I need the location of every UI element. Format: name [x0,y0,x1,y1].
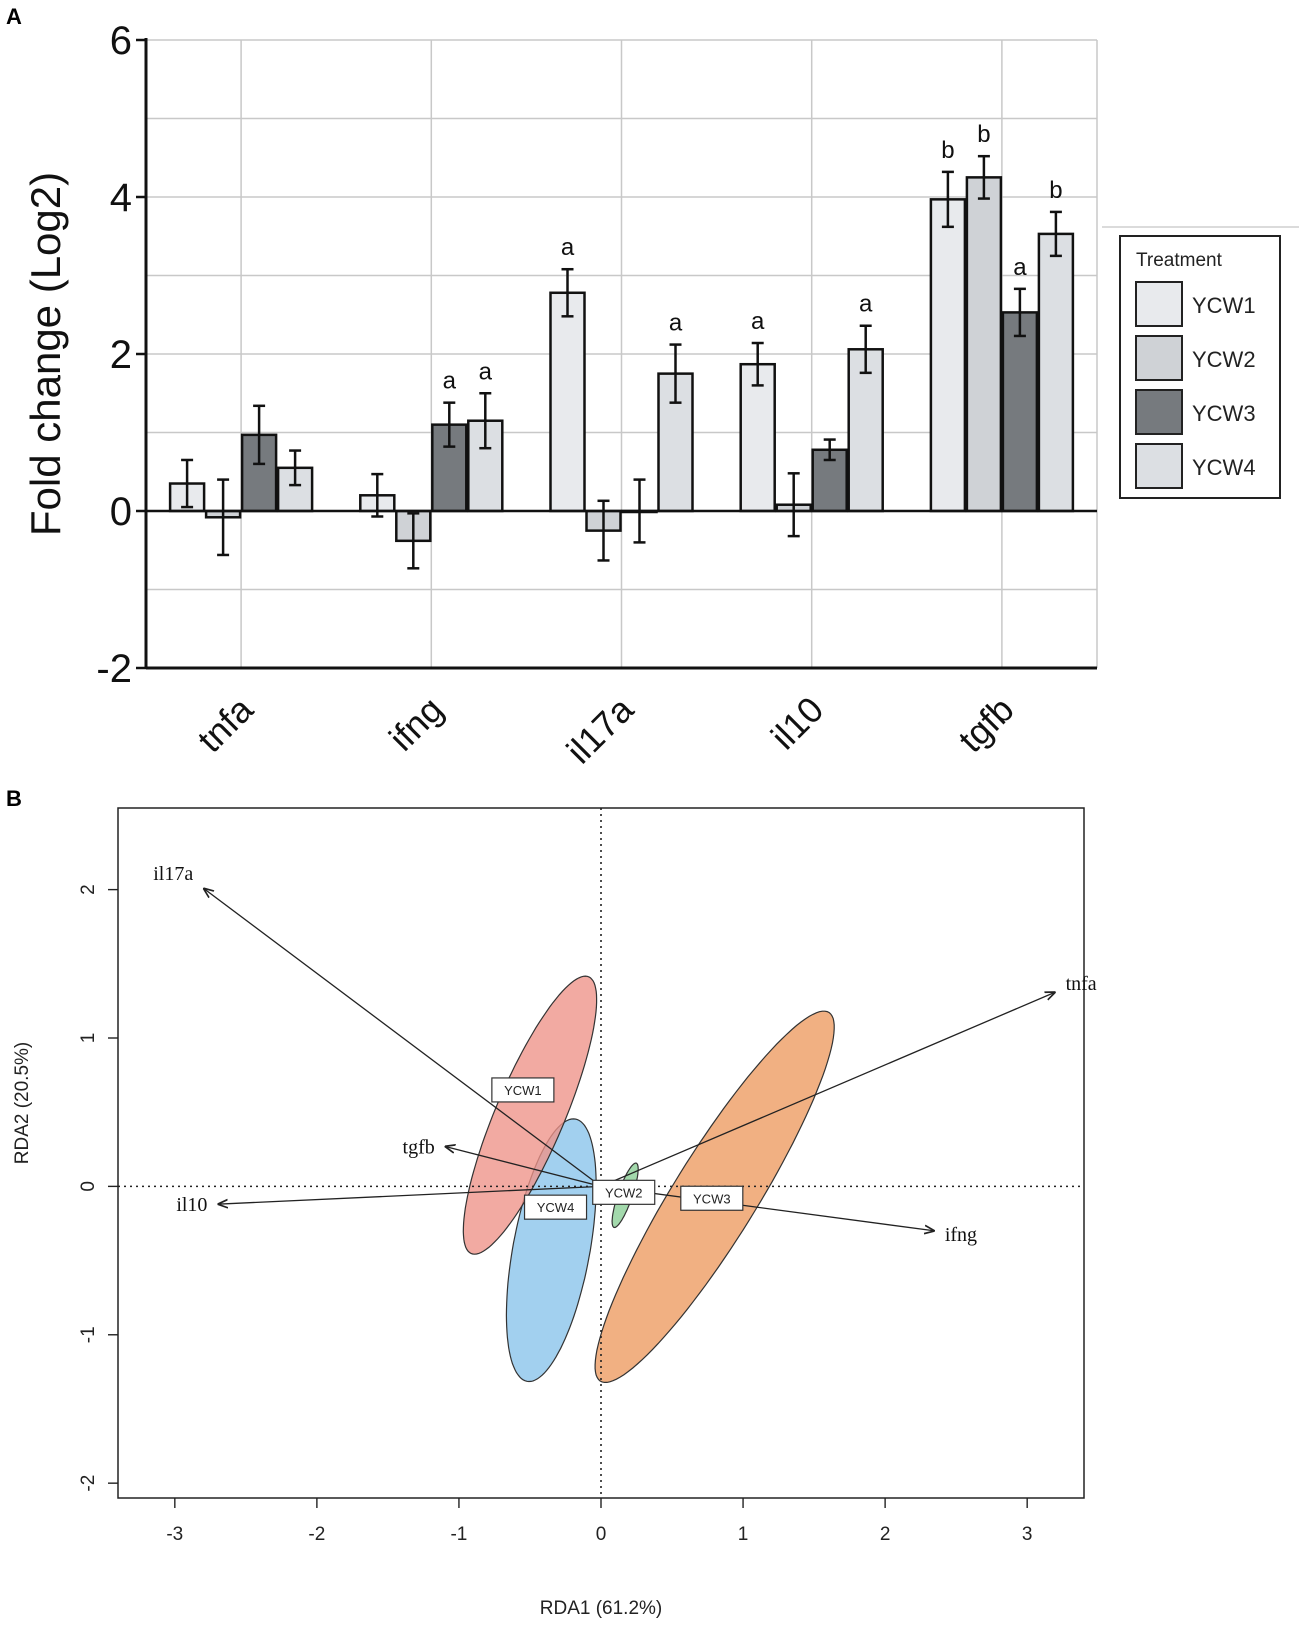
category-label: il10 [763,689,832,758]
category-label: ifng [381,689,451,759]
legend-title: Treatment [1136,250,1223,271]
x-axis-label: RDA1 (61.2%) [540,1598,663,1619]
significance-label: a [479,358,493,385]
legend-item-YCW2: YCW2 [1192,347,1256,372]
legend-item-YCW1: YCW1 [1192,293,1256,318]
y-axis-label: Fold change (Log2) [22,172,69,536]
significance-label: a [1013,254,1027,281]
ellipse-YCW1 [462,975,598,1255]
x-tick-label: -2 [308,1524,325,1545]
group-label-box-YCW3 [680,1185,744,1211]
significance-label: a [859,291,873,318]
vector-tgfb [445,1146,602,1188]
vector-label-il10: il10 [176,1194,207,1216]
x-tick-label: 2 [880,1524,891,1545]
legend-swatch-YCW1 [1135,281,1183,327]
significance-label: a [443,368,457,395]
vector-ifng [600,1185,935,1231]
legend-swatch-YCW3 [1135,389,1183,435]
panel-label-a: A [6,4,22,29]
category-label: tgfb [950,689,1021,760]
group-label-YCW4: YCW4 [537,1200,575,1215]
vector-label-tgfb: tgfb [403,1136,435,1158]
significance-label: b [941,137,954,164]
y-tick-label: 2 [110,333,132,377]
y-tick-label: 4 [110,176,132,220]
vector-label-ifng: ifng [945,1224,977,1246]
group-label-box-YCW1 [491,1077,555,1103]
bar-YCW1-il17a [549,291,586,513]
y-tick-label: -2 [78,1475,99,1492]
vector-label-tnfa: tnfa [1066,973,1097,995]
significance-label: a [669,310,683,337]
vector-label-il17a: il17a [153,863,193,885]
significance-label: b [1049,177,1062,204]
y-axis-label: RDA2 (20.5%) [12,1042,33,1165]
group-label-box-YCW2 [592,1179,656,1205]
x-tick-label: 0 [596,1524,607,1545]
x-tick-label: -1 [450,1524,467,1545]
group-label-YCW2: YCW2 [605,1185,643,1200]
vector-il17a [203,888,602,1187]
significance-label: a [751,308,765,335]
panel-label-b: B [6,786,22,811]
y-tick-label: -2 [96,647,132,691]
vector-il10 [217,1185,602,1204]
legend-swatch-YCW4 [1135,443,1183,489]
y-tick-label: 6 [110,19,132,63]
significance-label: a [561,234,575,261]
group-label-YCW1: YCW1 [504,1083,542,1098]
legend-swatch-YCW2 [1135,335,1183,381]
bar-YCW4-tgfb [1037,232,1075,513]
x-tick-label: -3 [166,1524,183,1545]
legend-item-YCW4: YCW4 [1192,455,1256,480]
group-label-box-YCW4 [523,1194,588,1220]
significance-label: b [977,121,990,148]
vector-tnfa [600,992,1056,1187]
y-tick-label: 2 [78,884,99,895]
y-tick-label: -1 [78,1326,99,1343]
category-label: il17a [558,688,641,771]
bar-YCW1-tgfb [929,198,967,513]
rda-biplot-panel-b: il17a tnfa tgfb il10 ifng YCW1 YCW4 YCW2 YCW3 -3 -… [12,807,1097,1619]
y-tick-label: 0 [78,1181,99,1192]
y-tick-label: 0 [110,490,132,534]
category-label: tnfa [189,688,261,760]
group-label-YCW3: YCW3 [693,1191,731,1206]
x-tick-label: 3 [1022,1524,1033,1545]
y-tick-label: 1 [78,1033,99,1044]
x-tick-label: 1 [738,1524,749,1545]
bar-YCW3-tgfb [1001,311,1039,513]
bar-YCW2-tgfb [965,176,1003,513]
legend-item-YCW3: YCW3 [1192,401,1256,426]
